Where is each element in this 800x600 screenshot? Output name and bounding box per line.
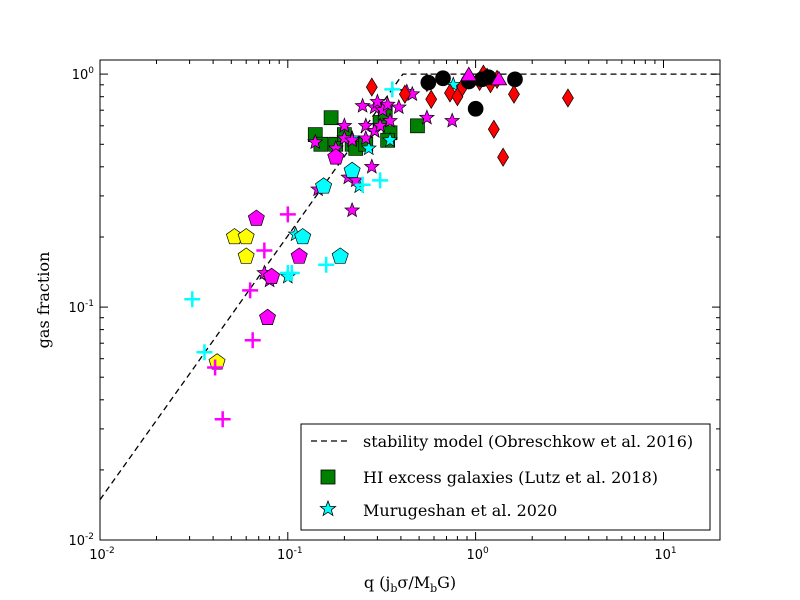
magenta-crosses-point-1 (214, 411, 231, 428)
black-circles-point-1 (435, 70, 451, 87)
black-circles-point-0 (420, 74, 437, 91)
magenta-pentagons-point-3 (290, 247, 308, 264)
cyan-crosses-point-0 (184, 291, 201, 308)
magenta-stars-point-21 (381, 112, 399, 128)
x-tick-label-1: 10-1 (277, 546, 303, 563)
magenta-stars-point-11 (354, 97, 371, 113)
magenta-stars-point-17 (369, 93, 386, 109)
magenta-triangles-point-0 (460, 66, 478, 82)
red-diamonds-point-0 (365, 77, 378, 97)
cyan-crosses-point-4 (318, 256, 335, 273)
magenta-stars-point-9 (344, 131, 361, 148)
murugeshan-et-al-2020-point-6 (381, 131, 399, 148)
legend-square-icon (320, 469, 336, 485)
x-tick-label-3: 101 (654, 546, 676, 563)
cyan-crosses-point-1 (196, 344, 213, 361)
magenta-pentagons-point-1 (259, 308, 277, 325)
magenta-crosses-point-5 (279, 206, 296, 223)
cyan-crosses-point-6 (372, 172, 389, 189)
plot-frame (99, 59, 721, 541)
magenta-stars-point-6 (336, 129, 353, 146)
magenta-stars-point-25 (418, 109, 435, 125)
magenta-stars-point-20 (379, 96, 396, 112)
cyan-pentagons-point-2 (331, 247, 349, 264)
red-diamonds-point-1 (398, 84, 411, 104)
red-diamonds-point-14 (497, 147, 509, 167)
legend-label-stability-model: stability model (Obreschkow et al. 2016) (363, 432, 693, 451)
magenta-stars-point-8 (344, 201, 361, 218)
magenta-crosses-point-4 (256, 242, 273, 259)
cyan-crosses-point-7 (384, 81, 401, 98)
yellow-pentagons-point-1 (237, 228, 255, 245)
stability-model-line (99, 73, 720, 501)
red-diamonds-point-16 (562, 88, 574, 108)
red-diamonds-point-3 (425, 89, 438, 109)
magenta-pentagons-point-2 (263, 267, 281, 284)
legend-box (300, 423, 711, 531)
murugeshan-et-al-2020-point-4 (360, 139, 377, 156)
legend-label-murugeshan: Murugeshan et al. 2020 (363, 501, 557, 520)
yellow-pentagons-point-3 (208, 353, 226, 370)
x-tick-label-0: 10-2 (89, 546, 115, 563)
yellow-pentagons-point-2 (237, 247, 255, 264)
magenta-crosses-point-3 (244, 332, 261, 349)
magenta-stars-point-14 (363, 158, 380, 174)
legend: stability model (Obreschkow et al. 2016)… (300, 423, 711, 531)
magenta-pentagons-point-0 (247, 209, 265, 226)
magenta-stars-point-22 (390, 98, 407, 115)
magenta-stars-point-5 (336, 117, 353, 133)
magenta-triangles-point-1 (490, 70, 508, 86)
y-tick-label-0: 10-2 (68, 532, 94, 549)
black-circles-point-3 (467, 100, 484, 117)
legend-star-icon (319, 499, 337, 517)
hi-excess-galaxies-lutz-et-al-2018-point-11 (410, 118, 425, 134)
magenta-crosses-point-0 (207, 359, 224, 376)
cyan-pentagons-point-0 (294, 228, 312, 245)
magenta-stars-point-18 (372, 117, 389, 133)
x-axis-label: q (jbσ/MbG) (364, 573, 456, 595)
magenta-stars-point-2 (307, 133, 324, 150)
x-tick-label-2: 100 (466, 546, 489, 563)
black-circles-point-6 (507, 71, 523, 88)
cyan-pentagons-point-1 (315, 177, 333, 194)
red-diamonds-point-15 (508, 84, 520, 104)
legend-label-hi-excess: HI excess galaxies (Lutz et al. 2018) (363, 468, 658, 487)
cyan-pentagons-point-3 (343, 161, 361, 178)
y-axis-label: gas fraction (34, 252, 53, 349)
magenta-stars-point-12 (357, 117, 374, 133)
hi-excess-galaxies-lutz-et-al-2018-point-2 (323, 110, 339, 126)
magenta-stars-point-26 (444, 112, 461, 128)
red-diamonds-point-12 (487, 119, 500, 139)
magenta-pentagons-point-4 (327, 148, 345, 165)
cyan-crosses-point-3 (283, 265, 300, 282)
y-tick-label-1: 10-1 (68, 299, 94, 316)
magenta-crosses-point-2 (242, 282, 259, 299)
y-tick-label-2: 100 (72, 66, 95, 83)
cyan-crosses-point-5 (354, 176, 371, 193)
